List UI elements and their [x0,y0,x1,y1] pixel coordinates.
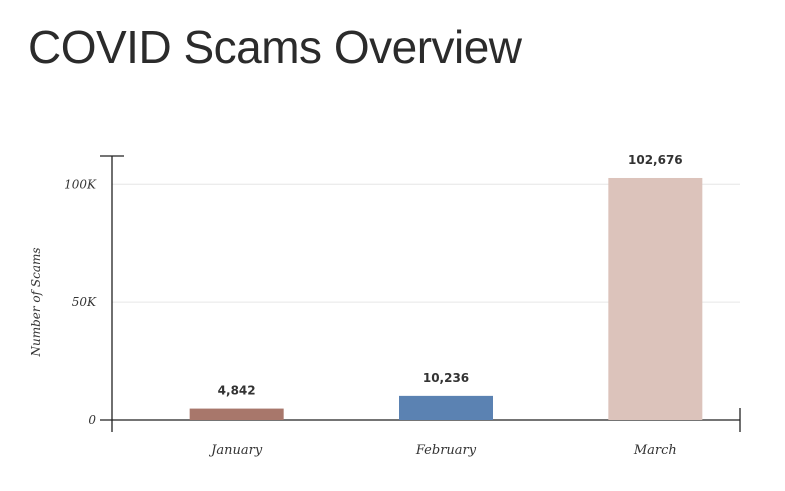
y-axis-title: Number of Scams [29,247,43,357]
y-tick-label: 0 [88,413,96,427]
bar-february [399,395,493,420]
x-tick-labels: January February March [208,443,677,458]
data-label: 4,842 [218,384,256,398]
data-label: 102,676 [628,153,683,167]
data-labels: 4,842 10,236 102,676 [218,153,683,398]
y-tick-label: 50K [72,295,97,309]
bar-january [189,408,284,420]
x-tick-label: January [208,443,263,458]
y-tick-label: 100K [64,177,97,191]
y-tick-labels: 0 50K 100K [64,177,97,427]
chart-title: COVID Scams Overview [28,21,522,73]
x-tick-label: March [633,443,677,458]
bars [189,177,703,420]
data-label: 10,236 [423,371,469,385]
x-tick-label: February [415,443,477,458]
bar-march [608,177,703,420]
